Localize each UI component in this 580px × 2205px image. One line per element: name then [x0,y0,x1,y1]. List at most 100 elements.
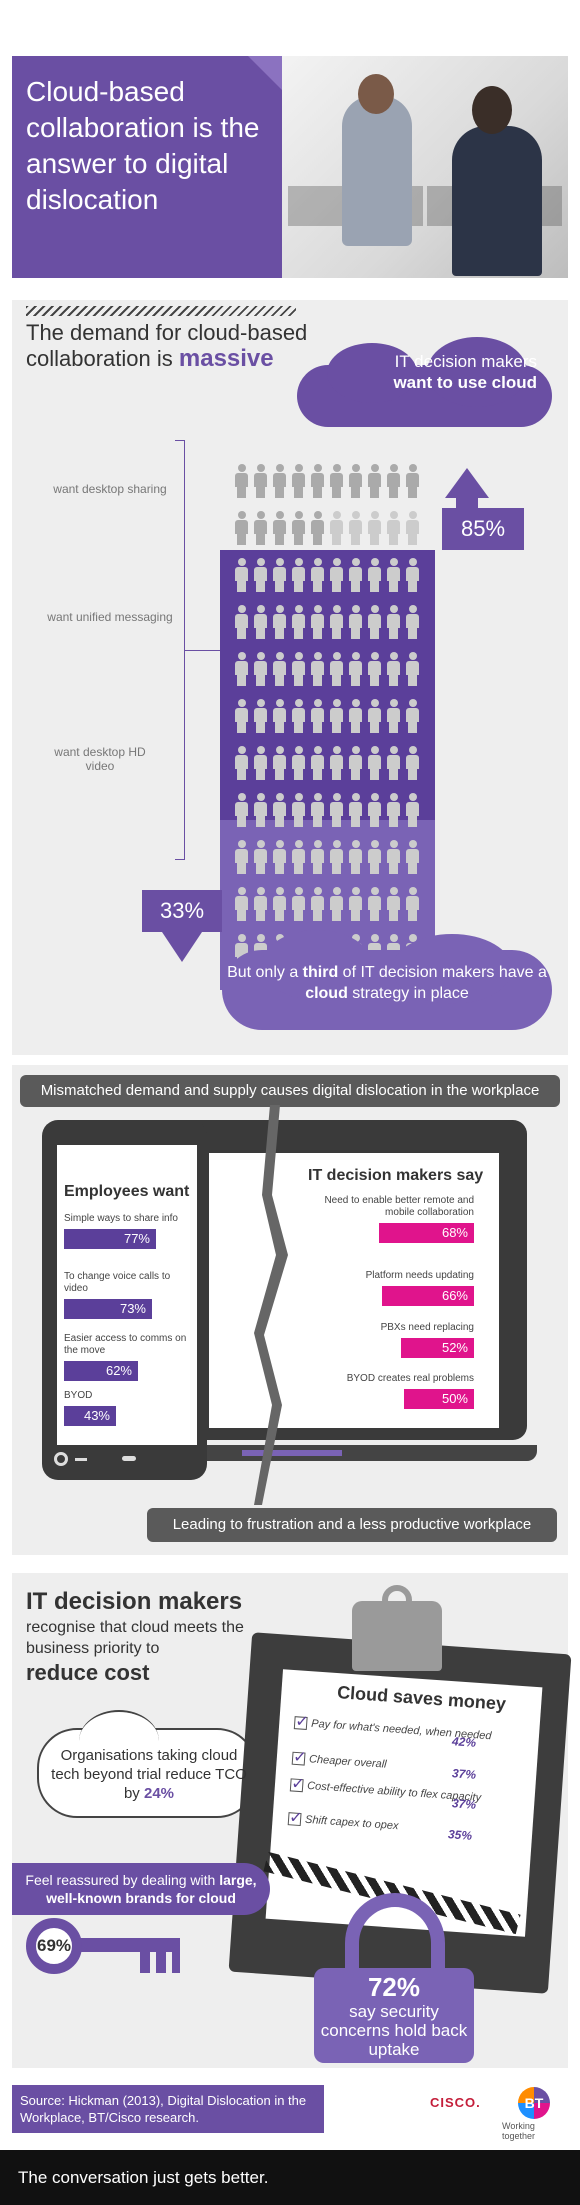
it-say-bar: 50% [404,1389,474,1409]
checkbox-icon [293,1716,308,1730]
it-say-label: PBXs need replacing [380,1322,474,1333]
people-row [230,883,440,925]
person-icon [291,511,306,545]
phone-home-button [54,1452,68,1466]
bracket-connector [185,650,231,651]
reassured-banner: Feel reassured by dealing with large, we… [12,1863,270,1915]
person-icon [386,605,401,639]
person-icon [367,558,382,592]
person-icon [405,840,420,874]
person-icon [329,464,344,498]
cisco-logo: CISCO. [430,2095,481,2110]
person-icon [253,558,268,592]
business-meeting-photo [282,56,568,278]
security-text: say security concerns hold back uptake [320,2002,468,2059]
person-icon [253,464,268,498]
person-icon [367,464,382,498]
cost-item-pct: 35% [447,1827,473,1843]
woman-figure [342,96,412,246]
person-icon [405,746,420,780]
it-say-label: BYOD creates real problems [346,1373,474,1384]
person-icon [386,887,401,921]
page-title: Cloud-based collaboration is the answer … [26,76,260,215]
it-say-bar: 66% [382,1286,474,1306]
source-note: Source: Hickman (2013), Digital Dislocat… [12,2085,324,2133]
person-icon [291,793,306,827]
person-icon [405,793,420,827]
people-grid [230,460,440,980]
person-icon [405,652,420,686]
person-icon [272,464,287,498]
person-icon [291,652,306,686]
person-icon [272,746,287,780]
person-icon [367,511,382,545]
person-icon [310,793,325,827]
person-icon [253,699,268,733]
person-icon [386,699,401,733]
tco-cloud-bubble: Organisations taking cloud tech beyond t… [37,1710,257,1818]
person-icon [405,887,420,921]
person-icon [386,793,401,827]
cost-item-pct: 42% [451,1734,477,1750]
header-banner: Cloud-based collaboration is the answer … [12,56,568,278]
person-icon [348,699,363,733]
partner-logos: CISCO. BT Working together [430,2087,570,2141]
person-icon [234,699,249,733]
people-row [230,695,440,737]
person-icon [253,793,268,827]
person-icon [348,887,363,921]
key-icon: 69% [26,1918,82,1974]
person-icon [329,887,344,921]
person-icon [348,840,363,874]
person-icon [405,511,420,545]
people-row [230,742,440,784]
person-icon [348,793,363,827]
bt-tagline: Working together [502,2121,536,2141]
people-row [230,601,440,643]
security-pct: 72% [367,1972,421,2002]
people-row [230,648,440,690]
person-icon [291,464,306,498]
employee-want-bar: 77% [64,1229,156,1249]
person-icon [405,558,420,592]
person-icon [310,558,325,592]
cost-section: IT decision makers recognise that cloud … [12,1573,572,2068]
arrow-down-icon [162,932,202,962]
arrow-up-icon [445,468,489,498]
employee-want-bar: 73% [64,1299,152,1319]
person-icon [272,511,287,545]
key-teeth [140,1951,180,1973]
person-icon [234,887,249,921]
person-icon [348,746,363,780]
person-icon [367,887,382,921]
person-icon [291,840,306,874]
person-icon [405,464,420,498]
person-icon [310,746,325,780]
person-icon [329,652,344,686]
person-icon [367,605,382,639]
person-icon [405,699,420,733]
employee-want-label: BYOD [64,1390,93,1401]
person-icon [405,605,420,639]
mismatch-section: Mismatched demand and supply causes digi… [12,1065,568,1555]
laptop-base [152,1445,537,1461]
bt-logo: BT [518,2087,550,2119]
person-icon [272,605,287,639]
person-icon [234,652,249,686]
person-icon [329,558,344,592]
people-row [230,507,440,549]
person-icon [367,652,382,686]
it-say-bar: 68% [379,1223,474,1243]
cost-heading: IT decision makers recognise that cloud … [26,1588,244,1685]
person-icon [310,605,325,639]
person-icon [272,887,287,921]
person-icon [291,605,306,639]
person-icon [253,840,268,874]
person-icon [234,605,249,639]
person-icon [291,699,306,733]
person-icon [272,652,287,686]
person-icon [329,746,344,780]
person-icon [367,793,382,827]
person-icon [348,558,363,592]
person-icon [310,887,325,921]
